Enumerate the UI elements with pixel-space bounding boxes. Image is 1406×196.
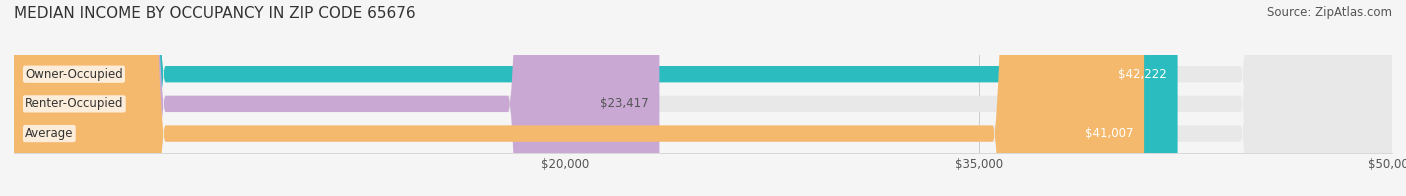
FancyBboxPatch shape <box>14 0 1392 196</box>
Text: Renter-Occupied: Renter-Occupied <box>25 97 124 110</box>
Text: MEDIAN INCOME BY OCCUPANCY IN ZIP CODE 65676: MEDIAN INCOME BY OCCUPANCY IN ZIP CODE 6… <box>14 6 416 21</box>
FancyBboxPatch shape <box>14 0 1392 196</box>
FancyBboxPatch shape <box>14 0 1178 196</box>
Text: $41,007: $41,007 <box>1084 127 1133 140</box>
FancyBboxPatch shape <box>14 0 1392 196</box>
FancyBboxPatch shape <box>14 0 1144 196</box>
Text: $42,222: $42,222 <box>1118 68 1167 81</box>
Text: Average: Average <box>25 127 73 140</box>
FancyBboxPatch shape <box>14 0 659 196</box>
Text: Source: ZipAtlas.com: Source: ZipAtlas.com <box>1267 6 1392 19</box>
Text: Owner-Occupied: Owner-Occupied <box>25 68 122 81</box>
Text: $23,417: $23,417 <box>600 97 648 110</box>
